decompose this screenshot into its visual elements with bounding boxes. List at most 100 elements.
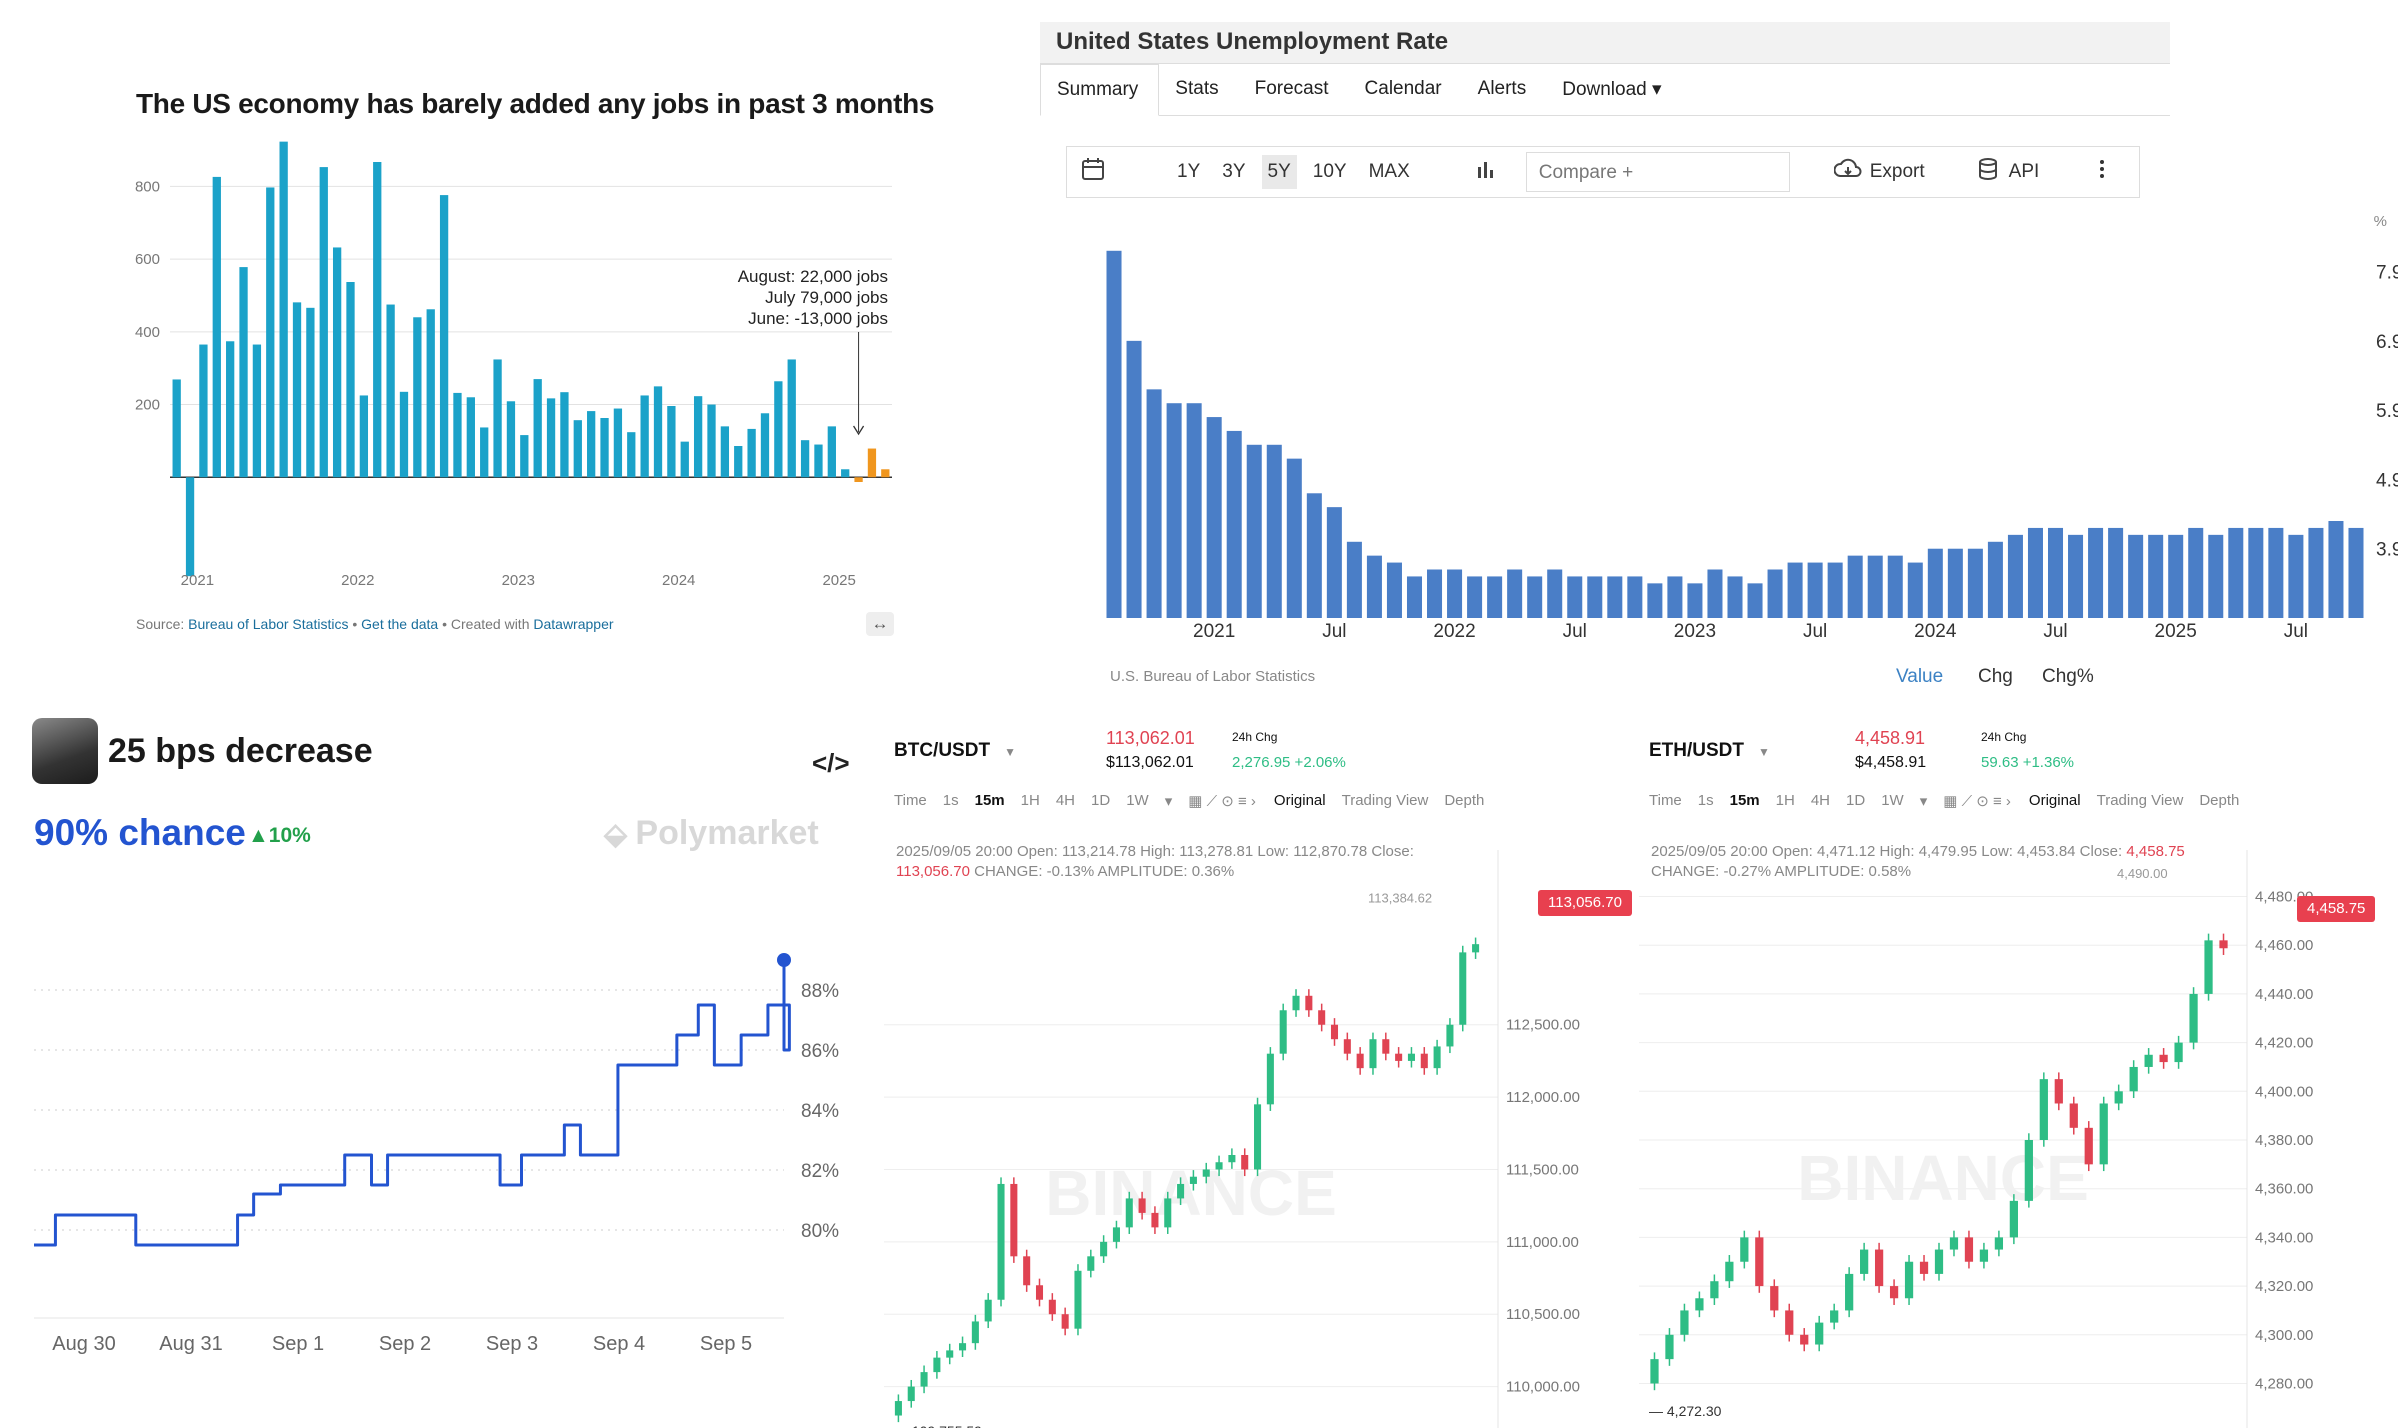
candle-body [1164,1198,1172,1228]
chance-value: 90% chance [34,812,246,853]
tab-1s[interactable]: 1s [942,792,959,809]
eth-ohlc-line1: 2025/09/05 20:00 Open: 4,471.12 High: 4,… [1651,843,2123,860]
tab-time[interactable]: Time [894,792,927,809]
chart-type-icon[interactable] [1476,159,1496,185]
tab-calendar[interactable]: Calendar [1364,78,1442,99]
candle-body [1459,952,1467,1025]
candle-body [2054,1079,2063,1104]
candle-body [1382,1039,1390,1054]
link-chg-pct[interactable]: Chg% [2042,666,2094,687]
candle-body [1695,1298,1704,1311]
tab-download[interactable]: Download ▾ [1562,79,1662,100]
link-chg[interactable]: Chg [1978,666,2013,687]
unemployment-tabs: Summary Stats Forecast Calendar Alerts D… [1040,64,2170,116]
candle-body [2219,940,2228,949]
x-tick-label: 2023 [1674,621,1716,642]
datawrapper-link[interactable]: Datawrapper [533,616,614,632]
view-depth[interactable]: Depth [1444,792,1485,809]
candle-body [1472,944,1480,953]
tool-icons[interactable]: ▦ ⟋ ⊙ ≡ › [1188,793,1256,810]
expand-icon[interactable]: ↔ [866,612,894,636]
y-tick-label: 84% [801,1101,839,1122]
candle-body [1330,1024,1339,1040]
tab-1h[interactable]: 1H [1775,792,1795,809]
tab-1w[interactable]: 1W [1881,792,1904,809]
bar [1587,576,1603,618]
bar [520,435,529,478]
candle-body [1189,1176,1197,1184]
tab-4h[interactable]: 4H [1055,792,1076,809]
market-title: 25 bps decrease [108,732,373,770]
candle-body [1177,1183,1185,1199]
tab-1d[interactable]: 1D [1846,792,1866,809]
bar [1146,389,1162,618]
polymarket-logo-text: Polymarket [635,814,819,852]
candle-body [1138,1198,1146,1213]
range-max[interactable]: MAX [1368,161,1410,182]
bar [1787,562,1803,618]
get-data-link[interactable]: Get the data [361,616,439,632]
range-1y[interactable]: 1Y [1177,161,1201,182]
candle-body [2144,1054,2153,1067]
range-3y[interactable]: 3Y [1222,161,1246,182]
tab-stats[interactable]: Stats [1175,78,1219,99]
view-original[interactable]: Original [1273,792,1326,809]
compare-input[interactable]: Compare + [1525,152,1790,192]
tab-summary[interactable]: Summary [1040,64,1160,116]
bar [2027,527,2043,618]
tab-time[interactable]: Time [1649,792,1682,809]
eth-ohlc: 2025/09/05 20:00 Open: 4,471.12 High: 4,… [1651,842,2371,882]
tool-icons[interactable]: ▦ ⟋ ⊙ ≡ › [1943,793,2011,810]
bar [841,469,850,478]
tab-4h[interactable]: 4H [1810,792,1831,809]
tab-1s[interactable]: 1s [1697,792,1714,809]
bar [466,397,475,478]
candle-body [1830,1310,1839,1323]
candle-body [1446,1024,1454,1047]
view-depth[interactable]: Depth [2199,792,2240,809]
bar [1487,576,1503,618]
link-value[interactable]: Value [1896,666,1944,687]
x-tick-label: 2022 [1433,621,1475,642]
database-icon[interactable] [1977,157,1999,187]
view-tradingview[interactable]: Trading View [1341,792,1429,809]
tab-forecast[interactable]: Forecast [1254,78,1329,99]
bar [266,187,275,478]
candle-body [1680,1310,1689,1335]
source-sep: • [348,616,362,632]
tab-15m[interactable]: 15m [1729,792,1760,809]
tab-1h[interactable]: 1H [1020,792,1040,809]
eth-pair-selector[interactable]: ETH/USDT ▼ [1649,740,1770,762]
range-10y[interactable]: 10Y [1312,161,1347,182]
candle-body [1010,1183,1018,1257]
more-intervals-icon[interactable]: ▾ [1164,793,1173,810]
tab-1d[interactable]: 1D [1091,792,1111,809]
api-button[interactable]: API [2008,161,2040,182]
bls-link[interactable]: Bureau of Labor Statistics [188,616,349,632]
cloud-download-icon[interactable] [1833,158,1862,186]
bar [386,304,395,478]
btc-pair-selector[interactable]: BTC/USDT ▼ [894,740,1016,762]
tab-alerts[interactable]: Alerts [1477,78,1527,99]
polymarket-logo-icon: ⬙ [604,818,636,851]
bar [1427,569,1443,618]
x-tick-label: 2021 [181,572,214,589]
bar [426,309,435,478]
export-button[interactable]: Export [1869,161,1925,182]
bar [1326,507,1342,618]
chevron-down-icon: ▼ [1004,745,1016,759]
tab-15m[interactable]: 15m [974,792,1005,809]
btc-panel: BTC/USDT ▼ 113,062.01 $113,062.01 24h Chg… [880,700,1635,1428]
more-intervals-icon[interactable]: ▾ [1919,793,1928,810]
tab-1w[interactable]: 1W [1126,792,1149,809]
view-original[interactable]: Original [2028,792,2081,809]
calendar-icon[interactable] [1081,157,1105,187]
unemployment-title: United States Unemployment Rate [1040,22,2170,64]
eth-candlestick-chart: 4,280.00 4,300.00 4,320.00 4,340.00 4,360.00… [1639,850,2313,1428]
view-tradingview[interactable]: Trading View [2096,792,2184,809]
embed-code-icon[interactable]: </> [812,748,850,778]
bar [627,432,636,478]
bar [2148,534,2164,618]
more-menu-icon[interactable] [2099,159,2105,185]
range-5y[interactable]: 5Y [1261,155,1297,189]
